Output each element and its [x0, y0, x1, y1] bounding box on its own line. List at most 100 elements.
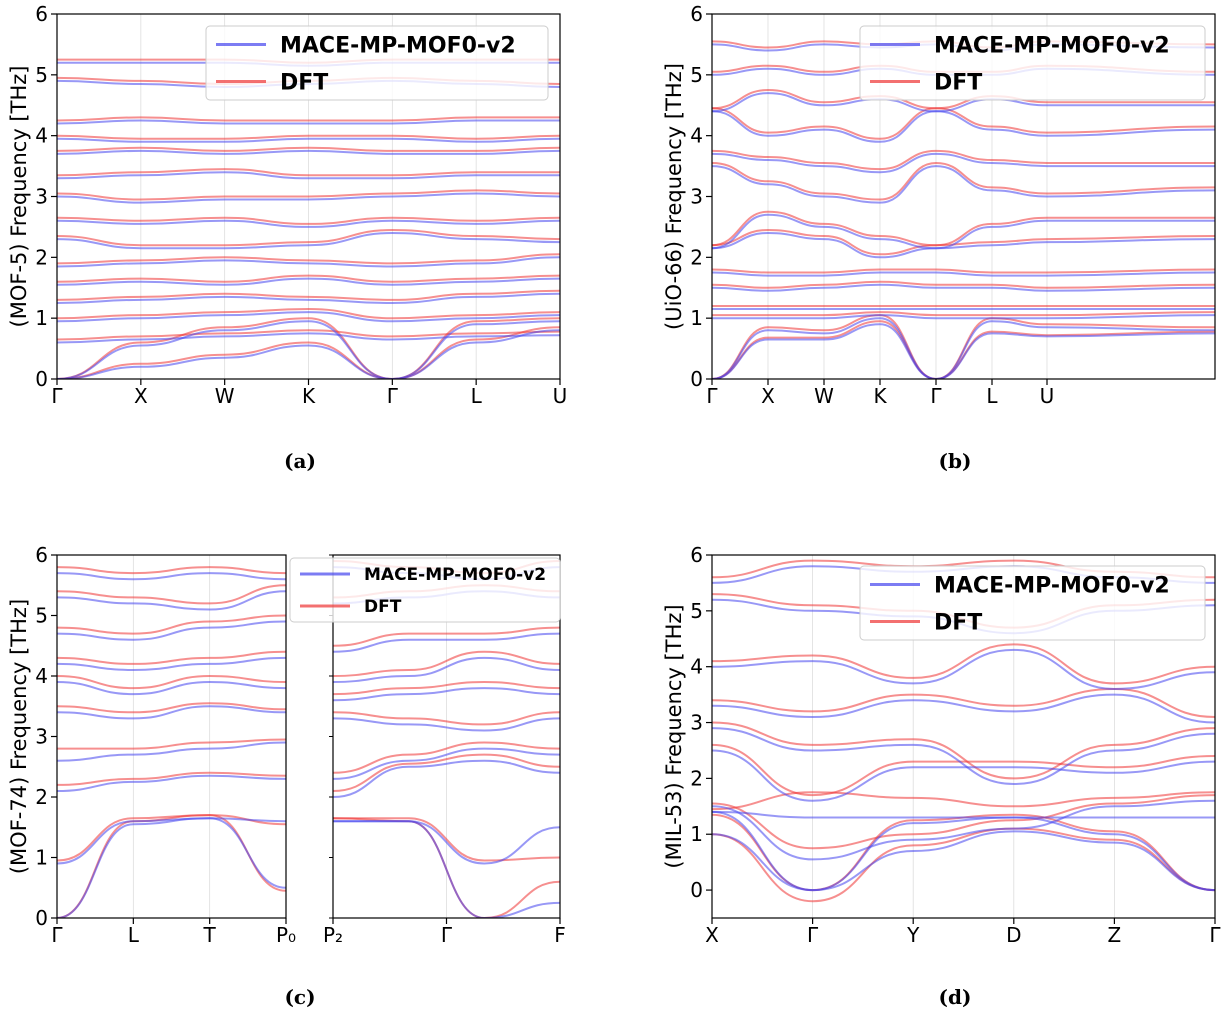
panel-a: 0 1 2 3 4 5 6 Γ X W K Γ L U (MOF-5) Frequency [THz] MAC… — [7, 2, 567, 473]
mace-band-line — [57, 256, 560, 268]
dft-band-line — [712, 827, 1215, 903]
mace-band-line — [57, 292, 560, 305]
legend-box — [859, 25, 1206, 101]
y-tick-label: 1 — [690, 822, 703, 846]
mace-band-line — [57, 137, 560, 143]
dft-band-line — [712, 161, 1215, 201]
mace-band-line — [57, 192, 560, 204]
mace-band-line — [57, 620, 286, 641]
legend-entry: MACE-MP-MOF0-v2 — [280, 33, 516, 58]
dft-band-line — [57, 116, 560, 122]
mace-band-line — [333, 656, 560, 683]
mace-band-line — [333, 632, 560, 653]
x-tick-label: L — [471, 384, 483, 408]
y-tick-label: 5 — [690, 599, 703, 623]
y-tick-label: 3 — [35, 185, 48, 209]
mace-band-line — [712, 213, 1215, 250]
y-axis-label: (MOF-74) Frequency [THz] — [7, 599, 31, 874]
y-tick-label: 5 — [35, 604, 48, 628]
mace-band-line — [57, 590, 286, 611]
plot-frame — [56, 554, 287, 919]
y-tick-label: 2 — [690, 245, 703, 269]
legend-entry: DFT — [934, 70, 982, 95]
dft-band-line — [333, 626, 560, 647]
y-tick-label: 4 — [35, 664, 48, 688]
mace-band-line — [712, 231, 1215, 259]
y-tick-label: 0 — [35, 367, 48, 391]
dft-band-line — [57, 326, 560, 379]
legend-entry: DFT — [934, 610, 982, 635]
legend-box — [205, 25, 549, 101]
dft-band-line — [712, 268, 1215, 274]
legend-box — [289, 557, 561, 623]
x-tick-label: Z — [1108, 923, 1122, 947]
mace-band-line — [57, 311, 560, 323]
y-tick-label: 6 — [35, 2, 48, 26]
mace-band-line — [712, 314, 1215, 320]
mace-band-line — [712, 830, 1215, 892]
mace-band-line — [333, 747, 560, 780]
dft-band-line — [57, 584, 286, 605]
dft-band-line — [333, 711, 560, 726]
x-tick-label: L — [986, 384, 998, 408]
mace-band-line — [333, 820, 560, 865]
x-tick-label: L — [128, 923, 140, 947]
x-tick-label: P₀ — [276, 923, 296, 947]
y-tick-label: 2 — [690, 766, 703, 790]
y-tick-label: 3 — [690, 185, 703, 209]
dft-band-line — [57, 289, 560, 301]
dft-band-line — [712, 107, 1215, 140]
dft-band-line — [333, 753, 560, 792]
y-tick-label: 3 — [690, 711, 703, 735]
dft-band-line — [57, 253, 560, 265]
x-tick-label: K — [302, 384, 316, 408]
x-tick-label: X — [761, 384, 775, 408]
mace-band-line — [712, 152, 1215, 174]
mace-band-line — [57, 332, 560, 344]
x-tick-label: W — [814, 384, 834, 408]
dft-band-line — [712, 721, 1215, 780]
dft-band-line — [57, 650, 286, 665]
dft-band-line — [333, 680, 560, 696]
y-tick-label: 6 — [690, 2, 703, 26]
mace-band-line — [57, 219, 560, 228]
y-tick-label: 3 — [35, 725, 48, 749]
dft-band-line — [57, 738, 286, 750]
dft-band-line — [712, 88, 1215, 110]
mace-band-line — [57, 171, 560, 180]
mace-band-line — [333, 717, 560, 732]
mace-band-line — [712, 810, 1215, 892]
dft-band-line — [712, 643, 1215, 685]
x-tick-label: Γ — [51, 384, 63, 408]
mace-band-line — [57, 119, 560, 125]
legend-entry: DFT — [364, 597, 402, 617]
dft-band-line — [712, 687, 1215, 718]
legend-entry: DFT — [280, 70, 328, 95]
mace-band-line — [57, 817, 286, 918]
mace-band-line — [57, 329, 560, 379]
panel-c: 0 1 2 3 4 5 6 Γ L T P₀ P₂ Γ F (MOF-74) Frequency [THz]… — [7, 543, 566, 1009]
plot-frame — [711, 554, 1216, 919]
x-tick-label: Y — [906, 923, 920, 947]
mace-band-line — [712, 749, 1215, 802]
y-tick-label: 4 — [690, 655, 703, 679]
y-tick-label: 0 — [690, 367, 703, 391]
dft-band-line — [57, 614, 286, 635]
dft-band-line — [712, 794, 1215, 850]
mace-band-line — [57, 741, 286, 762]
x-tick-label: Γ — [1209, 923, 1221, 947]
mace-band-line — [57, 277, 560, 286]
dft-band-line — [57, 329, 560, 341]
x-tick-label: Γ — [51, 923, 63, 947]
mace-band-line — [57, 656, 286, 672]
panel-b: 0 1 2 3 4 5 6 Γ X W K Γ L U (UiO-66) Frequency [THz] MA… — [662, 2, 1216, 473]
x-tick-label: W — [215, 384, 235, 408]
dft-band-line — [333, 817, 560, 862]
x-tick-label: Γ — [706, 384, 718, 408]
x-tick-label: Γ — [930, 384, 942, 408]
dft-band-line — [57, 566, 286, 575]
dft-band-line — [57, 228, 560, 247]
legend-entry: MACE-MP-MOF0-v2 — [364, 565, 546, 585]
dft-band-line — [57, 168, 560, 177]
panel-d: 0 1 2 3 4 5 6 X Γ Y D Z Γ (MIL-53) Frequency [THz] MAC… — [662, 543, 1221, 1009]
